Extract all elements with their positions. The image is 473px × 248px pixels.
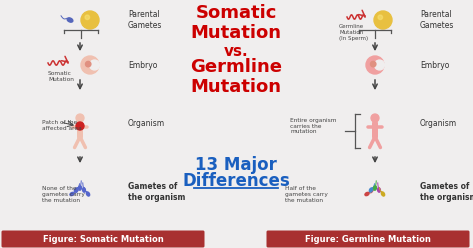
Text: Organism: Organism bbox=[128, 119, 165, 127]
Ellipse shape bbox=[369, 188, 373, 192]
Text: Organism: Organism bbox=[420, 119, 457, 127]
Text: Somatic
Mutation: Somatic Mutation bbox=[48, 71, 74, 82]
FancyBboxPatch shape bbox=[1, 230, 204, 248]
Ellipse shape bbox=[74, 188, 78, 192]
Ellipse shape bbox=[67, 18, 73, 22]
Text: Differences: Differences bbox=[182, 172, 290, 190]
Text: Mutation: Mutation bbox=[191, 78, 281, 96]
Circle shape bbox=[89, 60, 99, 70]
Text: None of the
gametes carry
the mutation: None of the gametes carry the mutation bbox=[42, 186, 85, 203]
Circle shape bbox=[371, 114, 379, 122]
Text: Figure: Somatic Mutation: Figure: Somatic Mutation bbox=[43, 235, 163, 244]
Ellipse shape bbox=[365, 192, 369, 196]
Text: Embryo: Embryo bbox=[420, 61, 449, 69]
Ellipse shape bbox=[79, 186, 81, 190]
FancyBboxPatch shape bbox=[266, 230, 470, 248]
Text: Gametes of
the organism: Gametes of the organism bbox=[128, 182, 185, 202]
Circle shape bbox=[76, 114, 84, 122]
Text: Gametes of
the organism: Gametes of the organism bbox=[420, 182, 473, 202]
Circle shape bbox=[85, 15, 89, 20]
Text: Patch of the
affected area: Patch of the affected area bbox=[42, 120, 82, 131]
Text: Parental
Gametes: Parental Gametes bbox=[128, 10, 162, 30]
Ellipse shape bbox=[83, 188, 86, 192]
Ellipse shape bbox=[381, 192, 385, 196]
Ellipse shape bbox=[377, 188, 380, 192]
Circle shape bbox=[374, 11, 392, 29]
Text: 13 Major: 13 Major bbox=[195, 156, 277, 174]
Circle shape bbox=[81, 56, 99, 74]
Text: Somatic: Somatic bbox=[195, 4, 277, 22]
Text: Entire organism
carries the
mutation: Entire organism carries the mutation bbox=[290, 118, 336, 134]
Text: Germline: Germline bbox=[190, 58, 282, 76]
Ellipse shape bbox=[374, 186, 377, 190]
Ellipse shape bbox=[70, 192, 74, 196]
Circle shape bbox=[76, 122, 84, 130]
Text: Germline
Mutation
(In Sperm): Germline Mutation (In Sperm) bbox=[339, 24, 368, 41]
Text: vs.: vs. bbox=[224, 44, 248, 59]
Ellipse shape bbox=[87, 192, 90, 196]
Text: Mutation: Mutation bbox=[191, 24, 281, 42]
Text: Figure: Germline Mutation: Figure: Germline Mutation bbox=[305, 235, 431, 244]
Circle shape bbox=[81, 11, 99, 29]
Text: Embryo: Embryo bbox=[128, 61, 158, 69]
Circle shape bbox=[370, 62, 376, 67]
Text: Half of the
gametes carry
the mutation: Half of the gametes carry the mutation bbox=[285, 186, 328, 203]
Circle shape bbox=[375, 60, 385, 70]
Text: Parental
Gametes: Parental Gametes bbox=[420, 10, 455, 30]
Circle shape bbox=[366, 56, 384, 74]
Circle shape bbox=[378, 15, 383, 20]
Circle shape bbox=[86, 62, 91, 67]
